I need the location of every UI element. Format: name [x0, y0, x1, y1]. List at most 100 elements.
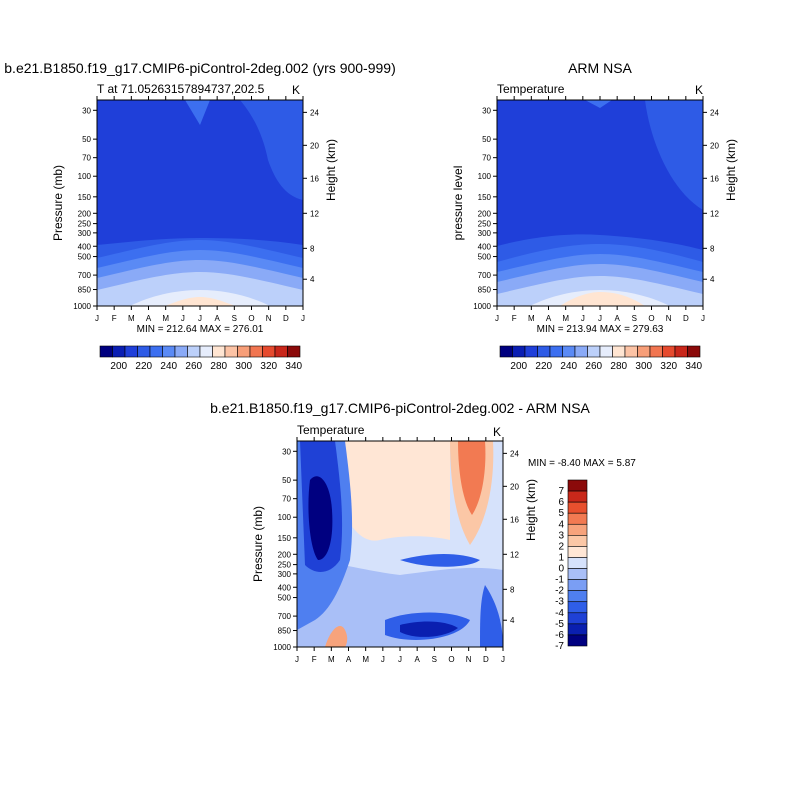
colorbar-swatch — [199, 345, 213, 358]
model-units-label: K — [292, 83, 300, 97]
x-tick-label: M — [562, 314, 569, 323]
x-tick-label: D — [683, 314, 689, 323]
y-tick-label: 850 — [278, 627, 292, 636]
yr-tick-label: 16 — [310, 174, 319, 183]
x-tick-label: J — [398, 655, 402, 664]
colorbar-swatch — [567, 579, 588, 591]
colorbar-tick-label: 1 — [558, 552, 564, 563]
y-tick-label: 400 — [278, 583, 292, 592]
x-tick-label: D — [283, 314, 289, 323]
colorbar-tick-label: 6 — [558, 497, 564, 508]
colorbar-tick-label: 2 — [558, 541, 564, 552]
model-band-strat2 — [120, 100, 303, 200]
model-band-6 — [165, 297, 235, 306]
model-title: b.e21.B1850.f19_g17.CMIP6-piControl-2deg… — [4, 60, 395, 76]
y-tick-label: 50 — [82, 135, 91, 144]
y-tick-label: 400 — [478, 242, 492, 251]
obs-yr-ticks: 24 20 16 12 8 4 — [703, 108, 719, 284]
x-tick-label: O — [448, 655, 454, 664]
x-tick-label: J — [295, 655, 299, 664]
model-ylabel-right: Height (km) — [324, 139, 338, 201]
x-tick-label: F — [512, 314, 517, 323]
colorbar-swatch — [567, 623, 588, 636]
y-tick-label: 70 — [82, 154, 91, 163]
colorbar-swatch — [674, 345, 688, 358]
yr-tick-label: 8 — [310, 244, 315, 253]
yr-tick-label: 4 — [510, 616, 515, 625]
colorbar-swatch — [187, 345, 201, 358]
x-tick-label: A — [346, 655, 352, 664]
obs-field — [497, 100, 703, 306]
colorbar-tick-label: -5 — [555, 619, 564, 630]
colorbar-tick-label: 260 — [185, 361, 202, 372]
diff-dec-cool — [480, 585, 503, 647]
model-ylabel: Pressure (mb) — [51, 165, 65, 241]
x-tick-label: J — [501, 655, 505, 664]
obs-ylabel: pressure level — [451, 166, 465, 241]
model-band-4 — [97, 272, 303, 306]
colorbar-tick-label: 200 — [510, 361, 527, 372]
colorbar-swatch — [567, 479, 588, 492]
x-tick-label: A — [614, 314, 620, 323]
colorbar-swatch — [274, 345, 288, 358]
model-left-label: T at 71.05263157894737,202.5 — [97, 82, 265, 96]
colorbar-swatch — [567, 601, 588, 614]
y-tick-label: 150 — [478, 193, 492, 202]
x-tick-label: N — [466, 655, 472, 664]
colorbar-tick-label: 280 — [210, 361, 227, 372]
x-tick-label: O — [648, 314, 654, 323]
diff-ylabel: Pressure (mb) — [251, 506, 265, 582]
diff-nov-warm2 — [458, 441, 486, 515]
x-tick-label: N — [666, 314, 672, 323]
yr-tick-label: 16 — [510, 515, 519, 524]
colorbar-swatch — [687, 345, 701, 358]
y-tick-label: 150 — [78, 193, 92, 202]
diff-aug-core — [400, 621, 458, 637]
diff-panel: b.e21.B1850.f19_g17.CMIP6-piControl-2deg… — [210, 400, 636, 664]
colorbar-swatch — [637, 345, 651, 358]
x-tick-label: S — [432, 655, 437, 664]
yr-tick-label: 20 — [710, 141, 719, 150]
y-tick-label: 500 — [278, 594, 292, 603]
colorbar-swatch — [524, 345, 538, 358]
obs-colorbar: 200 220 240 260 280 300 320 340 — [499, 345, 703, 372]
y-tick-label: 30 — [282, 447, 291, 456]
colorbar-swatch — [567, 557, 588, 569]
x-tick-label: M — [162, 314, 169, 323]
colorbar-swatch — [99, 345, 113, 358]
y-tick-label: 500 — [478, 253, 492, 262]
x-tick-label: J — [198, 314, 202, 323]
colorbar-tick-label: 300 — [235, 361, 252, 372]
colorbar-tick-label: 5 — [558, 508, 564, 519]
colorbar-tick-label: -3 — [555, 597, 564, 608]
colorbar-tick-label: 340 — [685, 361, 702, 372]
model-minmax: MIN = 212.64 MAX = 276.01 — [137, 324, 264, 335]
x-tick-label: M — [362, 655, 369, 664]
x-tick-label: N — [266, 314, 272, 323]
colorbar-swatch — [537, 345, 551, 358]
yr-tick-label: 12 — [310, 209, 319, 218]
colorbar-tick-label: 220 — [135, 361, 152, 372]
diff-title: b.e21.B1850.f19_g17.CMIP6-piControl-2deg… — [210, 400, 590, 416]
colorbar-swatch — [567, 501, 588, 514]
colorbar-tick-label: 240 — [160, 361, 177, 372]
y-tick-label: 150 — [278, 534, 292, 543]
colorbar-swatch — [567, 535, 588, 547]
x-tick-label: A — [146, 314, 152, 323]
model-band-strat — [97, 100, 303, 245]
yr-tick-label: 24 — [710, 108, 719, 117]
y-tick-label: 1000 — [73, 302, 91, 311]
y-tick-label: 1000 — [473, 302, 491, 311]
colorbar-swatch — [137, 345, 151, 358]
y-tick-label: 300 — [478, 229, 492, 238]
diff-minmax: MIN = -8.40 MAX = 5.87 — [528, 458, 636, 469]
diff-ylabel-right: Height (km) — [524, 479, 538, 541]
colorbar-tick-label: -7 — [555, 641, 564, 652]
diff-jan-core — [308, 476, 333, 560]
yr-tick-label: 4 — [310, 275, 315, 284]
obs-title: ARM NSA — [568, 60, 632, 76]
